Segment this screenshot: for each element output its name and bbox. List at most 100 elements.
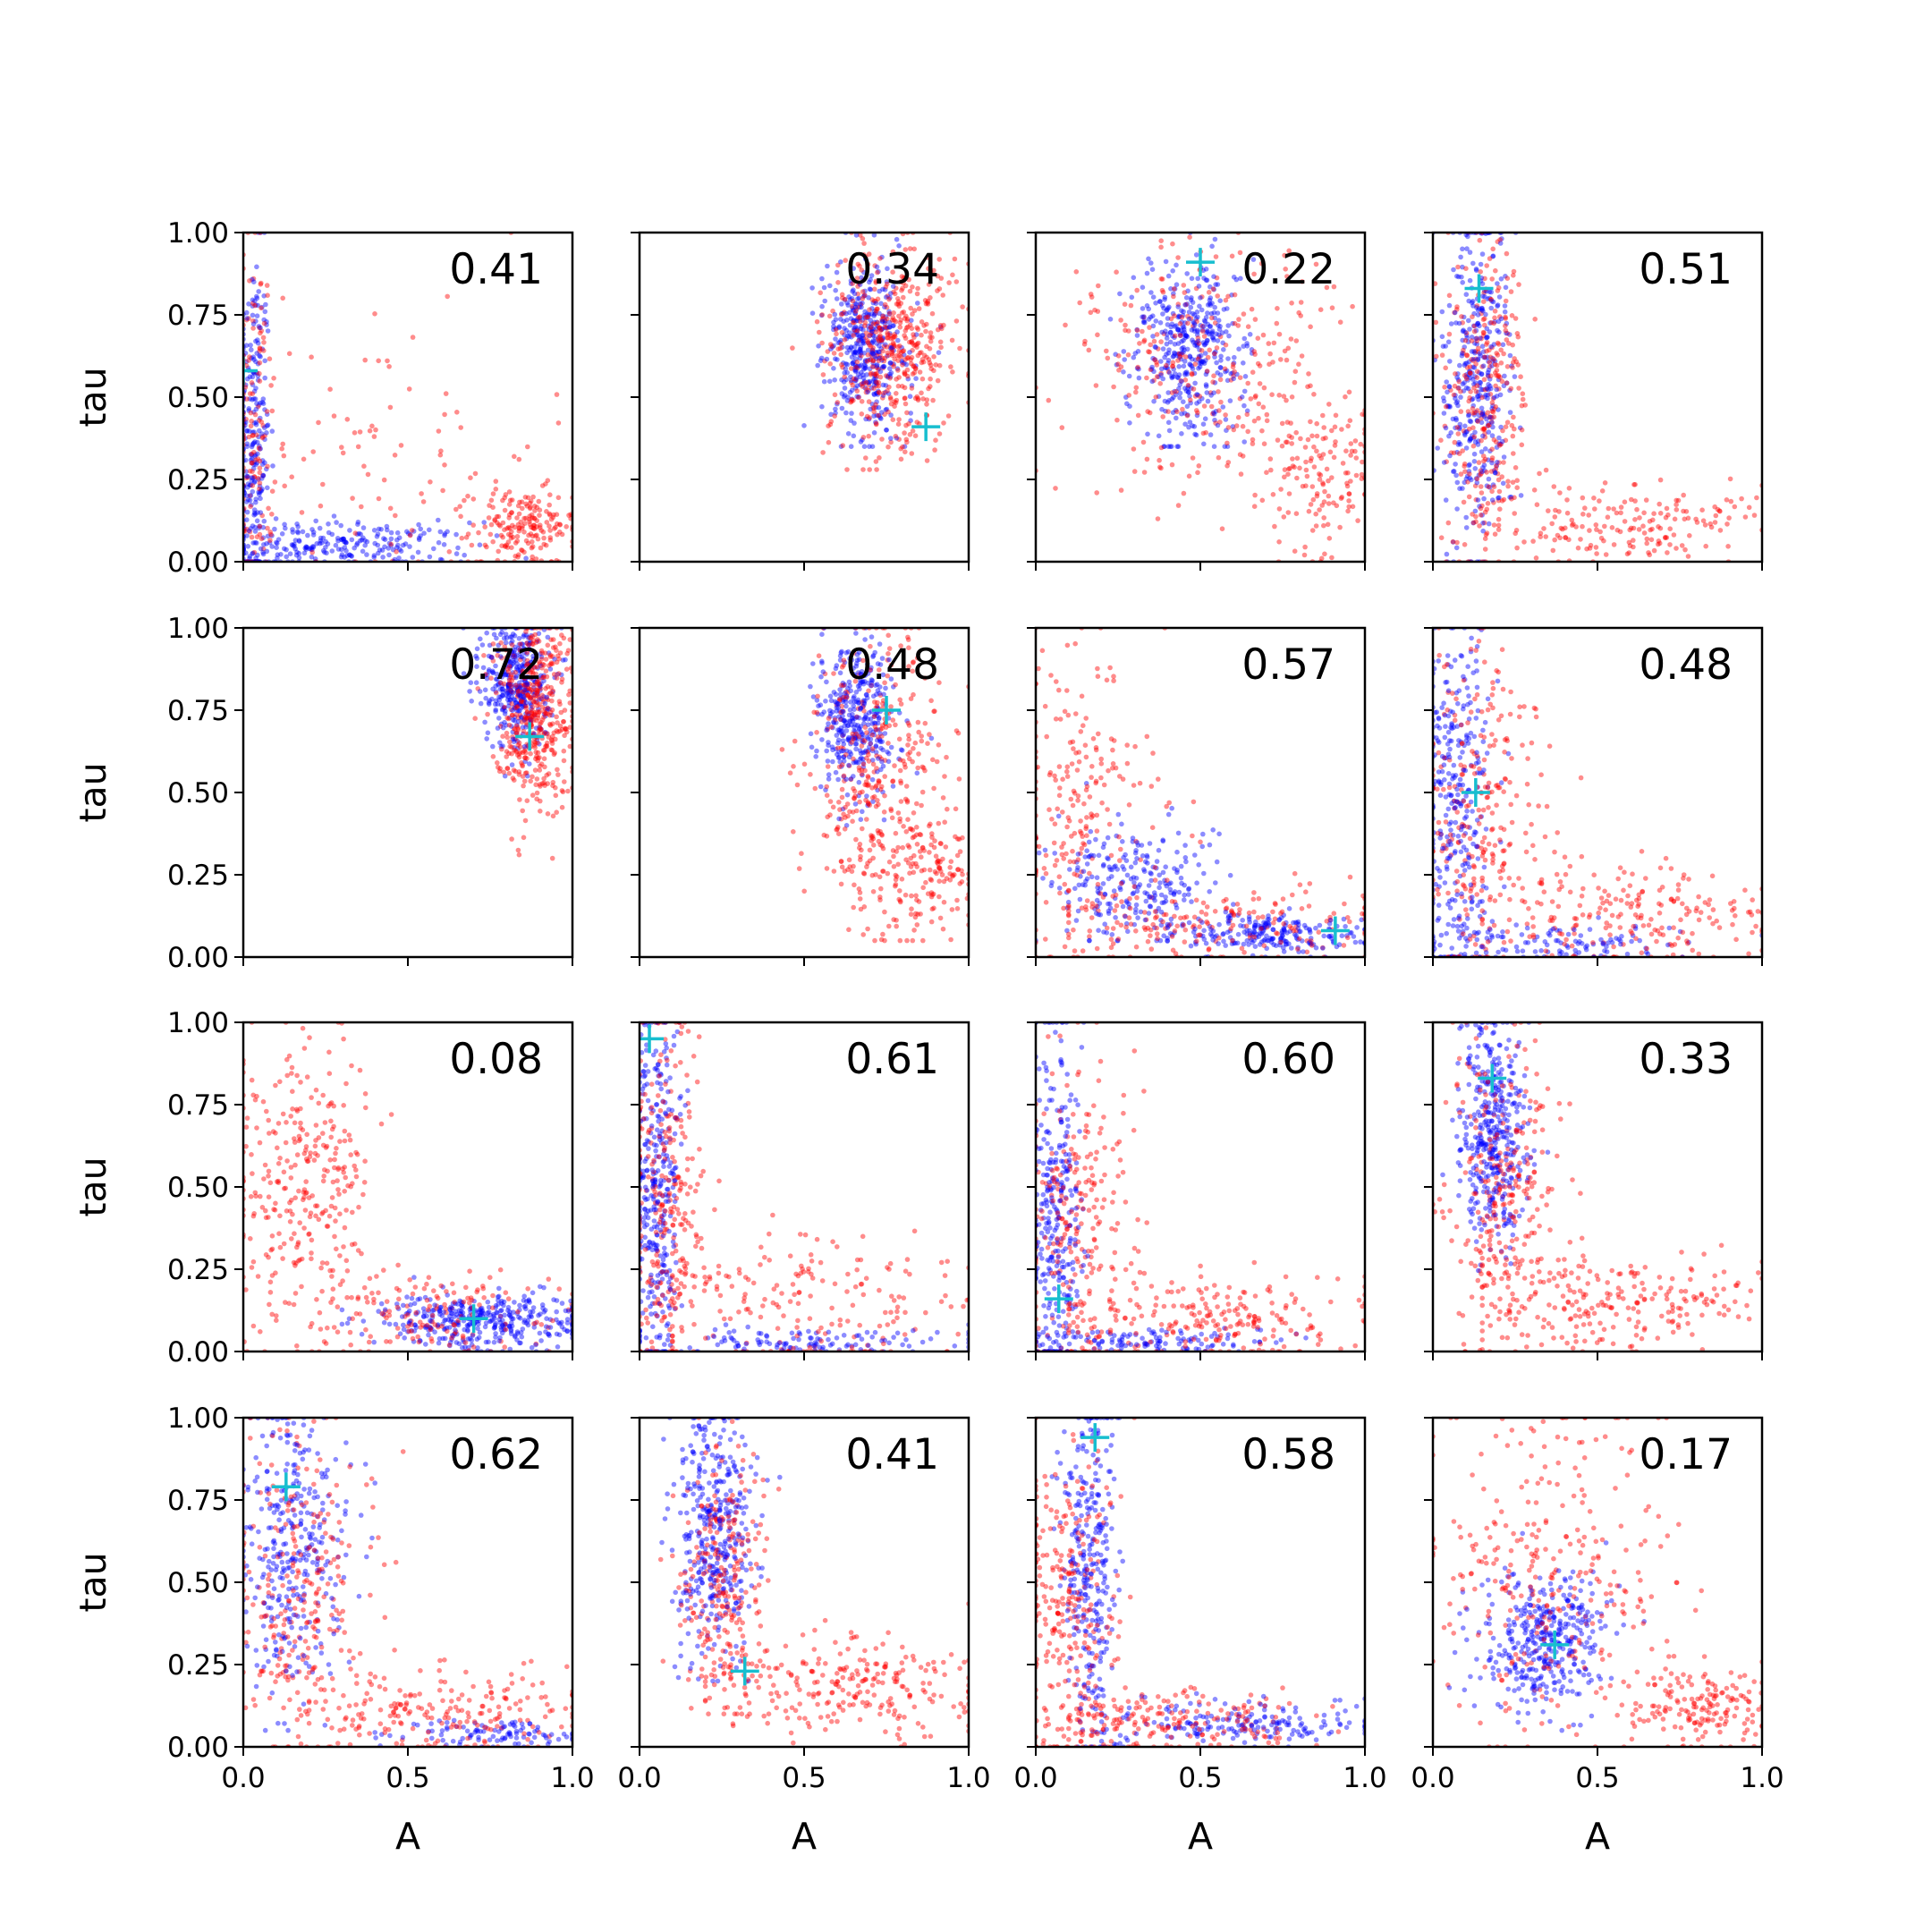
blue-point xyxy=(1177,314,1182,319)
blue-point xyxy=(1179,345,1185,352)
red-point xyxy=(1245,324,1251,330)
blue-point xyxy=(521,649,528,656)
blue-point xyxy=(1162,444,1167,450)
red-point xyxy=(1332,443,1338,448)
red-point xyxy=(257,349,262,354)
red-point xyxy=(535,536,541,542)
blue-point xyxy=(245,365,251,371)
blue-point xyxy=(243,469,250,474)
red-point xyxy=(1144,456,1150,462)
red-point xyxy=(538,763,543,769)
blue-point xyxy=(1210,410,1216,416)
truth-marker xyxy=(1186,248,1215,277)
red-point xyxy=(519,699,524,705)
blue-point xyxy=(1193,252,1199,258)
red-point xyxy=(1479,470,1484,476)
blue-point xyxy=(1463,360,1470,366)
blue-point xyxy=(496,642,501,648)
blue-point xyxy=(521,663,528,669)
red-point xyxy=(247,468,253,474)
red-point xyxy=(505,531,512,538)
panel-annotation: 0.41 xyxy=(449,245,543,294)
blue-point xyxy=(262,407,267,412)
blue-point xyxy=(257,428,262,434)
red-point xyxy=(1223,342,1229,348)
blue-point xyxy=(938,324,944,330)
blue-point xyxy=(256,402,262,408)
blue-point xyxy=(888,291,894,296)
blue-point xyxy=(349,537,355,543)
blue-point xyxy=(1454,274,1460,279)
red-point xyxy=(352,530,359,536)
red-point xyxy=(547,492,553,497)
red-point xyxy=(899,274,905,279)
red-point xyxy=(1327,449,1334,455)
red-point xyxy=(950,369,955,375)
red-point xyxy=(921,352,928,359)
blue-point xyxy=(292,544,297,549)
red-point xyxy=(1286,433,1292,439)
red-point xyxy=(922,675,928,681)
red-point xyxy=(1154,374,1160,379)
red-point xyxy=(1115,353,1122,359)
blue-point xyxy=(539,674,545,681)
red-point xyxy=(511,767,517,773)
red-point xyxy=(869,795,876,801)
red-point xyxy=(538,798,543,804)
red-point xyxy=(499,543,504,548)
blue-point xyxy=(1495,303,1500,309)
red-point xyxy=(927,823,932,829)
blue-point xyxy=(1204,390,1210,395)
blue-point xyxy=(870,333,876,338)
red-point xyxy=(438,448,444,454)
red-point xyxy=(541,541,547,547)
blue-point xyxy=(855,318,860,324)
blue-point xyxy=(1204,277,1210,284)
red-point xyxy=(902,796,909,802)
red-point xyxy=(1195,470,1200,476)
blue-point xyxy=(386,540,393,547)
red-point xyxy=(890,778,896,784)
blue-point xyxy=(875,323,880,329)
blue-point xyxy=(517,692,522,699)
blue-point xyxy=(1487,295,1493,301)
red-point xyxy=(850,298,856,304)
red-point xyxy=(559,632,564,638)
blue-point xyxy=(478,636,483,642)
red-point xyxy=(556,699,563,704)
red-point xyxy=(1326,478,1331,484)
red-point xyxy=(1510,365,1515,370)
red-point xyxy=(1314,433,1320,439)
red-point xyxy=(873,459,879,464)
red-point xyxy=(1455,431,1462,436)
blue-point xyxy=(252,298,258,304)
blue-point xyxy=(1153,344,1158,351)
blue-point xyxy=(338,554,344,560)
blue-point xyxy=(1177,382,1182,387)
red-point xyxy=(878,756,885,762)
blue-point xyxy=(1172,286,1178,292)
blue-point xyxy=(1172,351,1178,357)
red-point xyxy=(1255,360,1261,367)
red-point xyxy=(509,510,514,515)
blue-point xyxy=(853,759,860,766)
blue-point xyxy=(838,725,844,731)
red-point xyxy=(1197,394,1203,399)
red-point xyxy=(851,333,856,338)
blue-point xyxy=(371,555,377,560)
red-point xyxy=(1622,499,1628,504)
red-point xyxy=(1268,467,1274,473)
blue-point xyxy=(478,700,484,707)
red-point xyxy=(516,456,522,462)
red-point xyxy=(562,779,567,784)
red-point xyxy=(882,909,887,915)
blue-point xyxy=(1460,246,1465,252)
red-point xyxy=(1141,470,1148,475)
red-point xyxy=(381,477,387,483)
red-point xyxy=(1194,318,1199,325)
red-point xyxy=(1479,415,1484,421)
blue-point xyxy=(1453,462,1458,467)
blue-point xyxy=(1489,299,1495,304)
blue-point xyxy=(1165,273,1172,279)
red-point xyxy=(1326,493,1332,499)
